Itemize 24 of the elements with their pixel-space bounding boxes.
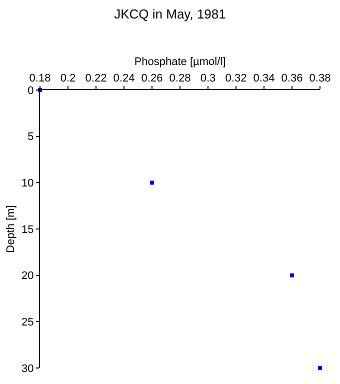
y-tick-label: 30 <box>22 362 34 375</box>
x-tick-label: 0.36 <box>281 72 303 85</box>
y-tick-label: 5 <box>28 131 34 144</box>
x-tick-label: 0.32 <box>225 72 247 85</box>
y-axis-title: Depth [m] <box>5 205 18 253</box>
x-tick-label: 0.3 <box>200 72 216 85</box>
y-tick-label: 0 <box>28 84 34 97</box>
x-tick-label: 0.18 <box>29 72 51 85</box>
x-tick-label: 0.2 <box>60 72 76 85</box>
x-tick-label: 0.22 <box>85 72 107 85</box>
y-tick-label: 15 <box>22 224 34 236</box>
y-tick-label: 10 <box>22 178 34 190</box>
point <box>318 366 322 370</box>
x-tick-label: 0.26 <box>141 72 163 85</box>
chart-title: JKCQ in May, 1981 <box>114 6 226 22</box>
x-tick-label: 0.34 <box>253 72 275 85</box>
y-tick-label: 20 <box>22 270 34 282</box>
y-tick-label: 25 <box>22 316 34 329</box>
point <box>290 273 294 278</box>
x-tick-label: 0.28 <box>169 72 191 85</box>
x-tick-label: 0.38 <box>309 72 331 85</box>
point <box>150 180 154 185</box>
x-axis-title: Phosphate [µmol/l] <box>134 56 226 68</box>
x-tick-label: 0.24 <box>113 72 135 85</box>
